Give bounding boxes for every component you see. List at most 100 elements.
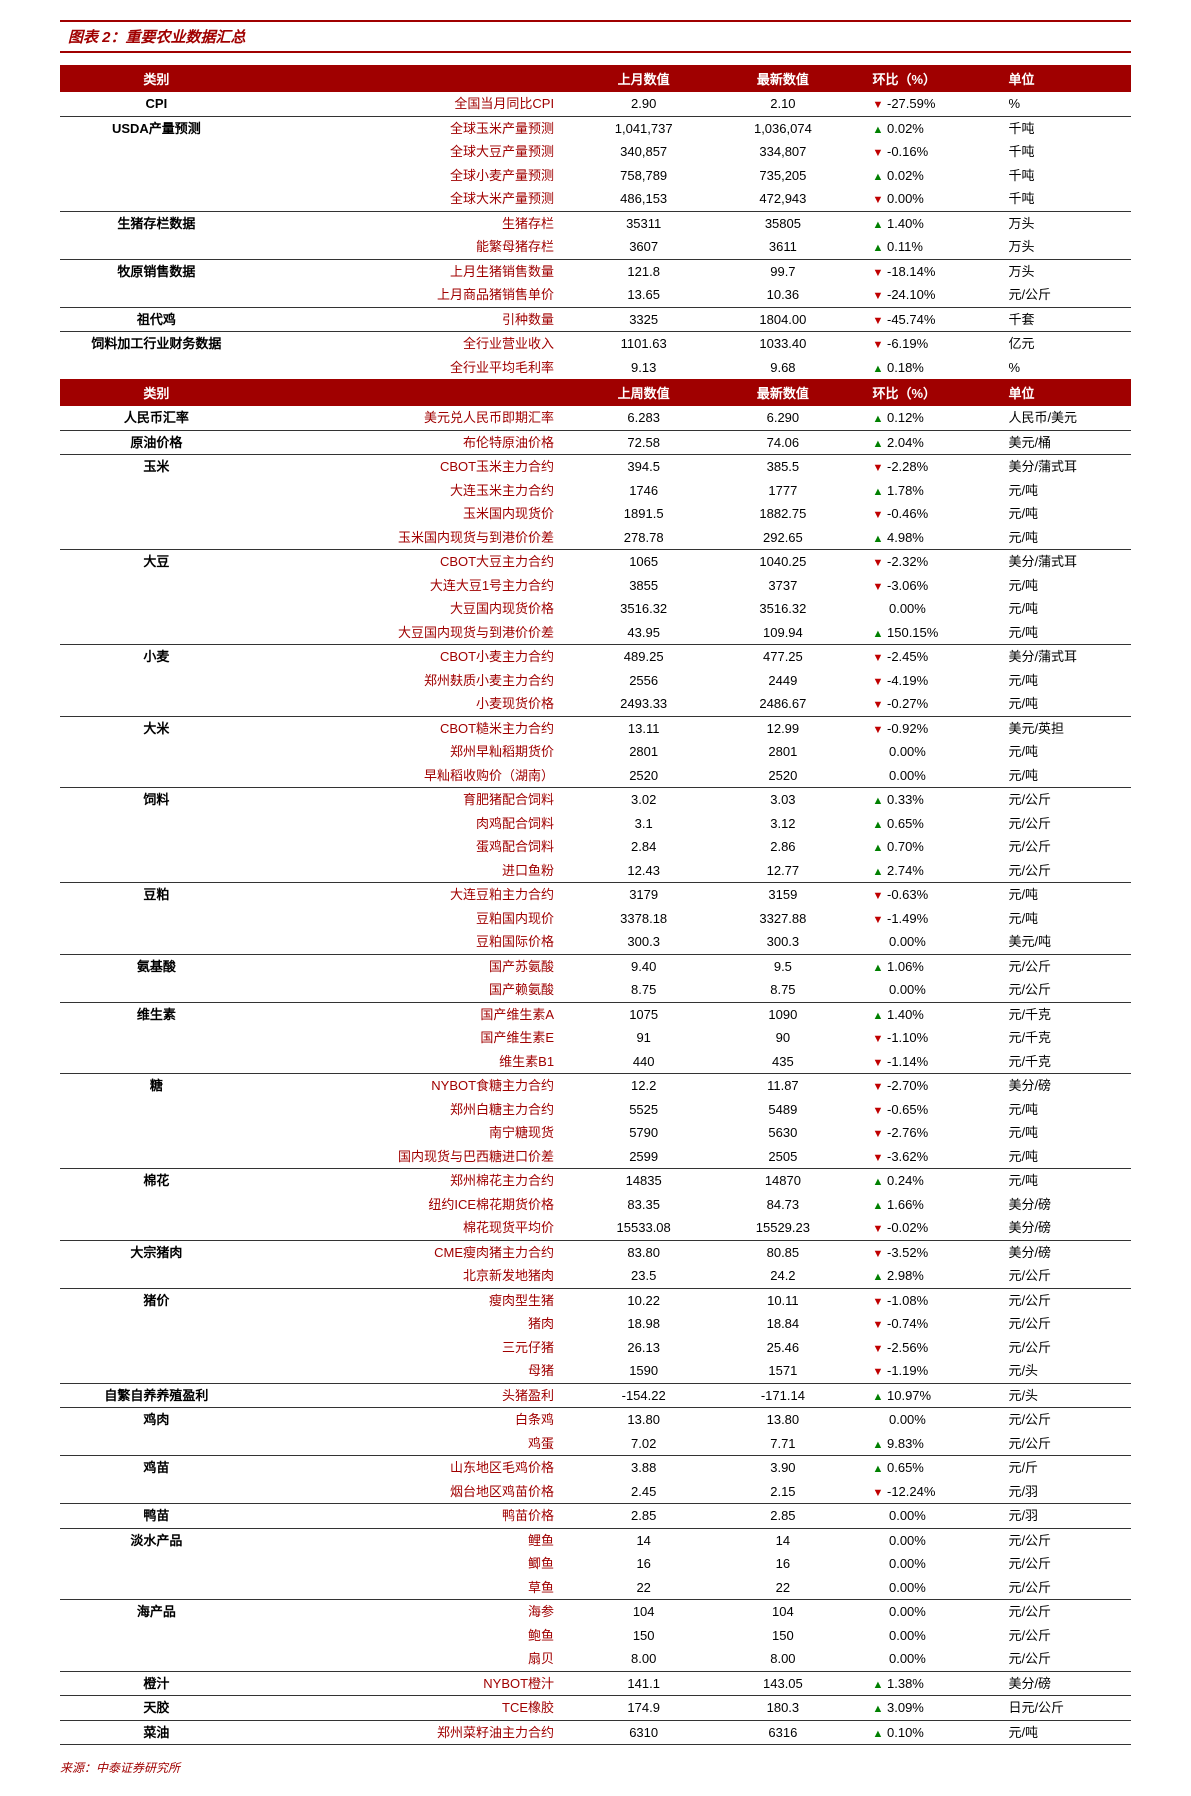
th-new: 最新数值 (713, 65, 852, 92)
arrow-down-icon: ▼ (873, 1248, 884, 1260)
cell-new: 18.84 (713, 1312, 852, 1336)
cell-unit: 元/吨 (1002, 740, 1131, 764)
cell-new: 3327.88 (713, 907, 852, 931)
cell-change: ▲ 1.40% (853, 1002, 1003, 1026)
cell-prev: 2599 (574, 1145, 713, 1169)
cell-change: ▼ -0.27% (853, 692, 1003, 716)
cell-category (60, 1359, 253, 1383)
cell-change: ▼ -1.49% (853, 907, 1003, 931)
table-row: 鸡苗山东地区毛鸡价格3.883.90▲ 0.65%元/斤 (60, 1456, 1131, 1480)
cell-new: 1040.25 (713, 550, 852, 574)
cell-unit: 元/公斤 (1002, 1600, 1131, 1624)
cell-dataname: 全行业平均毛利率 (253, 356, 574, 380)
cell-change: ▲ 0.70% (853, 835, 1003, 859)
cell-category (60, 1312, 253, 1336)
cell-unit: 元/公斤 (1002, 1408, 1131, 1432)
cell-change: ▼ -0.16% (853, 140, 1003, 164)
table-row: 猪价瘦肉型生猪10.2210.11▼ -1.08%元/公斤 (60, 1288, 1131, 1312)
cell-unit: 人民币/美元 (1002, 406, 1131, 430)
arrow-up-icon: ▲ (873, 1439, 884, 1451)
cell-new: 84.73 (713, 1193, 852, 1217)
cell-prev: 12.2 (574, 1074, 713, 1098)
cell-category (60, 669, 253, 693)
cell-change: ▲ 0.00% (853, 978, 1003, 1002)
cell-change: ▲ 1.66% (853, 1193, 1003, 1217)
cell-unit: 元/公斤 (1002, 1432, 1131, 1456)
cell-prev: 3.02 (574, 788, 713, 812)
cell-prev: 12.43 (574, 859, 713, 883)
cell-category (60, 1552, 253, 1576)
cell-prev: 440 (574, 1050, 713, 1074)
cell-category (60, 859, 253, 883)
cell-dataname: 进口鱼粉 (253, 859, 574, 883)
cell-dataname: 草鱼 (253, 1576, 574, 1600)
cell-new: 435 (713, 1050, 852, 1074)
table-row: 肉鸡配合饲料3.13.12▲ 0.65%元/公斤 (60, 812, 1131, 836)
cell-unit: 元/吨 (1002, 883, 1131, 907)
cell-category: 饲料 (60, 788, 253, 812)
cell-unit: 元/羽 (1002, 1504, 1131, 1529)
cell-prev: 300.3 (574, 930, 713, 954)
cell-new: 2505 (713, 1145, 852, 1169)
cell-change: ▲ 0.00% (853, 1600, 1003, 1624)
cell-unit: 元/吨 (1002, 1169, 1131, 1193)
cell-category (60, 164, 253, 188)
cell-prev: 83.80 (574, 1240, 713, 1264)
cell-dataname: 郑州早籼稻期货价 (253, 740, 574, 764)
cell-dataname: 肉鸡配合饲料 (253, 812, 574, 836)
cell-unit: 元/公斤 (1002, 1264, 1131, 1288)
arrow-up-icon: ▲ (873, 628, 884, 640)
table-row: 草鱼2222▲ 0.00%元/公斤 (60, 1576, 1131, 1600)
cell-change: ▲ 10.97% (853, 1383, 1003, 1408)
arrow-up-icon: ▲ (873, 438, 884, 450)
table-row: 母猪15901571▼ -1.19%元/头 (60, 1359, 1131, 1383)
table-row: 大宗猪肉CME瘦肉猪主力合约83.8080.85▼ -3.52%美分/磅 (60, 1240, 1131, 1264)
cell-prev: 3.1 (574, 812, 713, 836)
cell-change: ▼ -1.08% (853, 1288, 1003, 1312)
cell-change: ▲ 0.02% (853, 164, 1003, 188)
table-row: 国内现货与巴西糖进口价差25992505▼ -3.62%元/吨 (60, 1145, 1131, 1169)
arrow-up-icon: ▲ (873, 962, 884, 974)
cell-category (60, 1193, 253, 1217)
cell-prev: 2.45 (574, 1480, 713, 1504)
cell-prev: 6310 (574, 1720, 713, 1745)
cell-dataname: CBOT糙米主力合约 (253, 716, 574, 740)
cell-new: 334,807 (713, 140, 852, 164)
arrow-up-icon: ▲ (873, 486, 884, 498)
cell-change: ▲ 0.00% (853, 1647, 1003, 1671)
cell-dataname: 棉花现货平均价 (253, 1216, 574, 1240)
cell-new: 2.15 (713, 1480, 852, 1504)
th-prev: 上周数值 (574, 379, 713, 406)
arrow-up-icon: ▲ (873, 124, 884, 136)
table-row: 蛋鸡配合饲料2.842.86▲ 0.70%元/公斤 (60, 835, 1131, 859)
cell-dataname: 头猪盈利 (253, 1383, 574, 1408)
cell-prev: 5525 (574, 1098, 713, 1122)
cell-category (60, 1432, 253, 1456)
cell-category (60, 907, 253, 931)
cell-prev: 1065 (574, 550, 713, 574)
cell-dataname: 郑州麸质小麦主力合约 (253, 669, 574, 693)
cell-change: ▼ -2.28% (853, 455, 1003, 479)
table-row: 糖NYBOT食糖主力合约12.211.87▼ -2.70%美分/磅 (60, 1074, 1131, 1098)
cell-prev: 2493.33 (574, 692, 713, 716)
arrow-up-icon: ▲ (873, 1463, 884, 1475)
cell-change: ▼ -3.06% (853, 574, 1003, 598)
cell-prev: 121.8 (574, 259, 713, 283)
cell-prev: 2.90 (574, 92, 713, 116)
cell-change: ▲ 1.78% (853, 479, 1003, 503)
cell-dataname: 鸡蛋 (253, 1432, 574, 1456)
cell-dataname: 国内现货与巴西糖进口价差 (253, 1145, 574, 1169)
cell-prev: 3.88 (574, 1456, 713, 1480)
cell-change: ▲ 0.00% (853, 1552, 1003, 1576)
cell-category (60, 740, 253, 764)
cell-dataname: 维生素B1 (253, 1050, 574, 1074)
cell-prev: 5790 (574, 1121, 713, 1145)
cell-dataname: TCE橡胶 (253, 1696, 574, 1721)
cell-change: ▲ 0.18% (853, 356, 1003, 380)
cell-change: ▼ -3.52% (853, 1240, 1003, 1264)
table-row: 鸭苗鸭苗价格2.852.85▲ 0.00%元/羽 (60, 1504, 1131, 1529)
cell-dataname: 郑州菜籽油主力合约 (253, 1720, 574, 1745)
cell-new: 80.85 (713, 1240, 852, 1264)
cell-prev: 9.40 (574, 954, 713, 978)
arrow-down-icon: ▼ (873, 1223, 884, 1235)
